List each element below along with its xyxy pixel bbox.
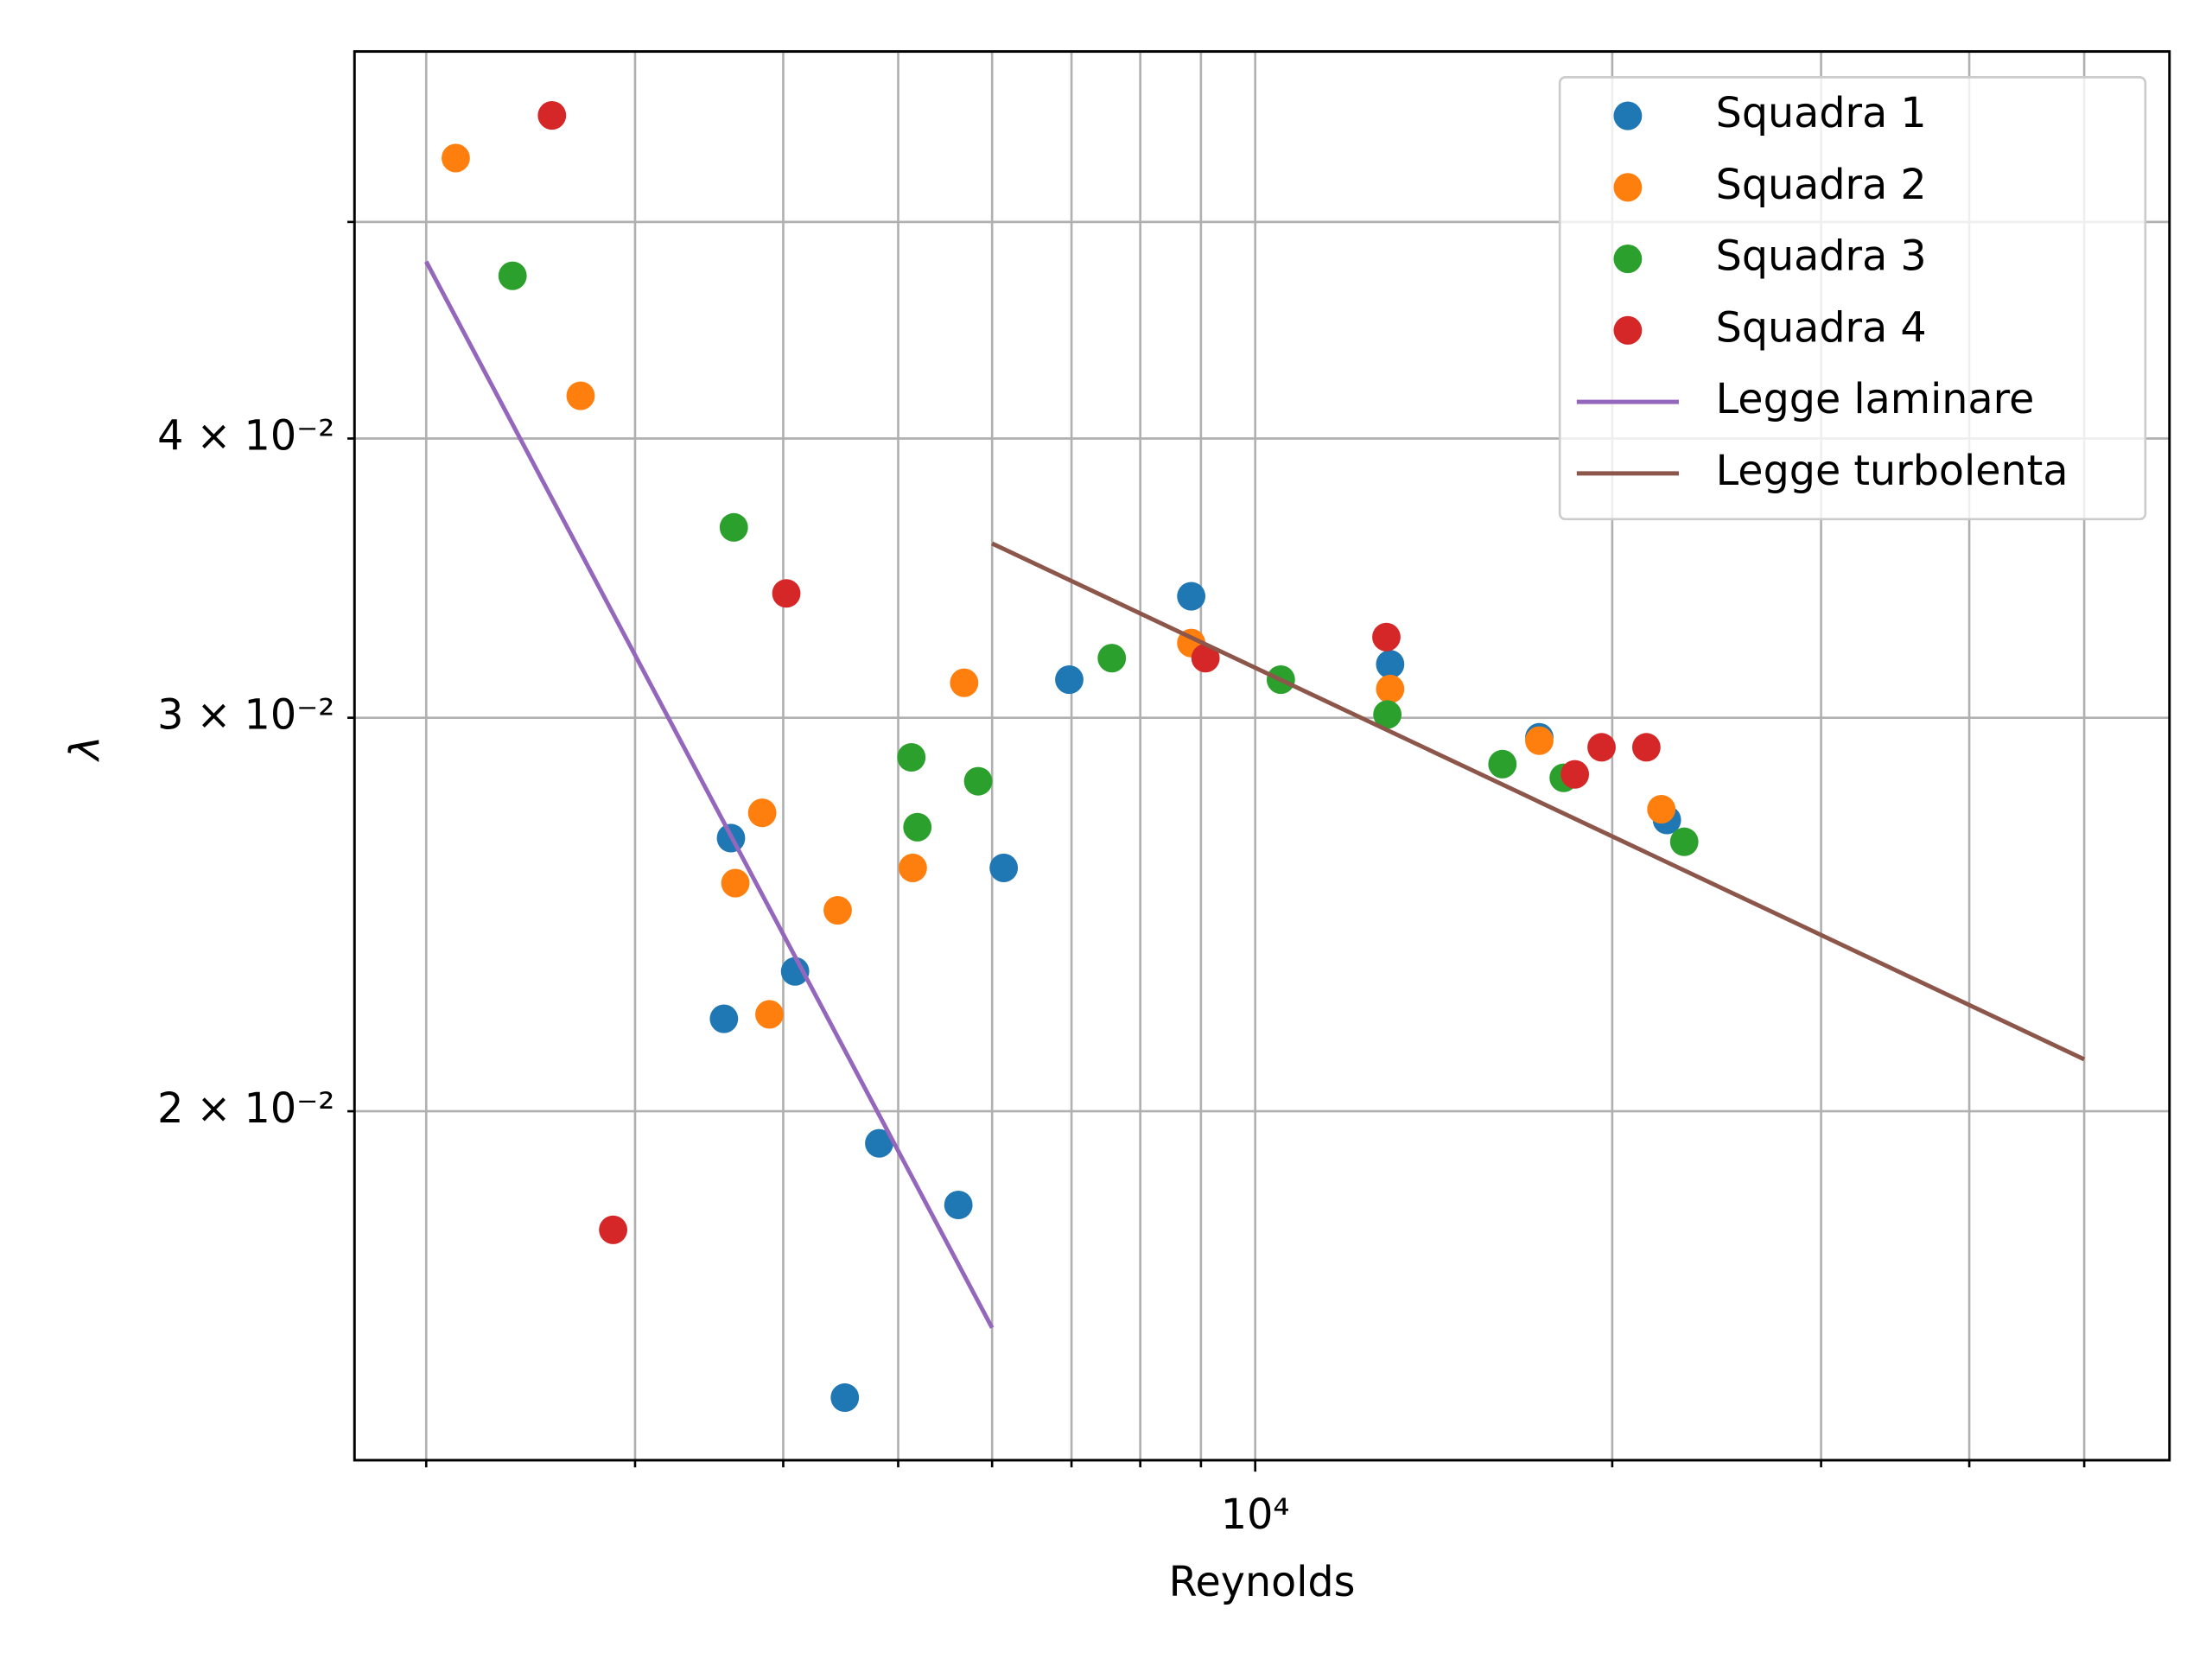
point: [899, 853, 927, 882]
y-tick-label: 3 × 10⁻²: [157, 692, 334, 740]
y-tick-label: 2 × 10⁻²: [157, 1085, 334, 1133]
legend-label: Squadra 2: [1716, 162, 1927, 209]
point: [865, 1128, 893, 1158]
point: [944, 1190, 973, 1220]
point: [747, 798, 777, 828]
legend-box: [1558, 76, 2147, 521]
legend-marker: [1613, 101, 1643, 130]
point: [1372, 622, 1401, 652]
point: [1097, 644, 1127, 673]
legend-marker: [1613, 315, 1643, 345]
line: [991, 541, 2086, 1062]
point: [963, 766, 993, 796]
plot-frame: [353, 50, 2171, 1462]
point: [755, 1000, 784, 1029]
marks: [424, 101, 2086, 1413]
point: [830, 1382, 860, 1413]
legend-label: Squadra 3: [1716, 232, 1927, 280]
point: [1631, 733, 1661, 762]
point: [709, 1004, 739, 1033]
point: [1669, 827, 1699, 856]
legend-marker: [1613, 173, 1643, 202]
point: [1560, 760, 1590, 789]
x-tick-label: 10⁴: [1221, 1491, 1290, 1539]
point: [566, 381, 595, 410]
point: [1373, 700, 1402, 729]
point: [442, 143, 470, 173]
point: [989, 853, 1019, 882]
point: [1376, 650, 1405, 679]
point: [950, 668, 979, 697]
point: [1177, 582, 1206, 611]
y-tick-label: 4 × 10⁻²: [157, 412, 334, 460]
point: [1525, 726, 1554, 755]
point: [1488, 749, 1517, 779]
legend-label: Legge laminare: [1716, 376, 2035, 423]
point: [780, 957, 810, 986]
point: [1587, 733, 1616, 762]
point: [599, 1215, 628, 1244]
y-axis-label: λ: [62, 735, 110, 762]
legend: Squadra 1 Squadra 2 Squadra 3 Squadra 4 Legg…: [1558, 76, 2147, 521]
x-axis-label: Reynolds: [1169, 1559, 1356, 1606]
point: [719, 512, 748, 542]
legend-label: Legge turbolenta: [1716, 448, 2069, 495]
point: [903, 812, 932, 842]
point: [1647, 795, 1676, 824]
point: [537, 101, 567, 130]
point: [772, 579, 801, 608]
legend-marker: [1613, 245, 1643, 274]
point: [1191, 644, 1220, 673]
legend-label: Squadra 1: [1716, 90, 1927, 137]
line: [424, 260, 995, 1329]
legend-label: Squadra 4: [1716, 304, 1927, 352]
point: [823, 896, 852, 925]
grid: [347, 51, 2170, 1472]
point: [721, 868, 750, 898]
point: [1376, 674, 1405, 703]
point: [897, 742, 926, 772]
point: [1055, 665, 1084, 695]
point: [498, 261, 527, 290]
